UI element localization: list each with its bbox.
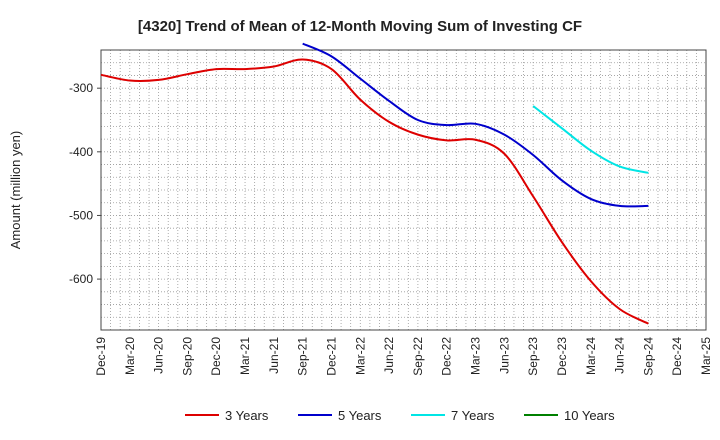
x-tick-label: Sep-22 xyxy=(411,337,425,376)
legend-label: 5 Years xyxy=(338,408,382,423)
x-tick-label: Dec-24 xyxy=(670,337,684,376)
x-tick-label: Jun-23 xyxy=(497,337,511,374)
series-lines xyxy=(100,42,649,325)
x-tick-label: Mar-21 xyxy=(238,337,252,375)
y-axis-label: Amount (million yen) xyxy=(8,131,23,250)
x-tick-label: Sep-23 xyxy=(526,337,540,376)
x-tick-label: Mar-22 xyxy=(353,337,367,375)
x-tick-label: Jun-24 xyxy=(613,337,627,374)
series-line-7-years xyxy=(532,105,649,174)
series-line-3-years xyxy=(100,58,649,325)
x-tick-label: Jun-22 xyxy=(382,337,396,374)
x-tick-label: Jun-20 xyxy=(152,337,166,374)
x-tick-label: Dec-22 xyxy=(440,337,454,376)
x-tick-label: Mar-25 xyxy=(699,337,713,375)
legend-label: 7 Years xyxy=(451,408,495,423)
legend-label: 10 Years xyxy=(564,408,615,423)
x-tick-label: Dec-19 xyxy=(94,337,108,376)
grid-lines xyxy=(101,50,706,330)
chart-title: [4320] Trend of Mean of 12-Month Moving … xyxy=(138,18,582,35)
x-tick-label: Dec-20 xyxy=(209,337,223,376)
y-tick-label: -500 xyxy=(69,208,93,222)
y-tick-label: -600 xyxy=(69,272,93,286)
y-axis: -300 -400 -500 -600 xyxy=(69,81,101,286)
y-tick-label: -400 xyxy=(69,145,93,159)
legend-label: 3 Years xyxy=(225,408,269,423)
x-tick-label: Mar-24 xyxy=(584,337,598,375)
x-tick-label: Sep-20 xyxy=(180,337,194,376)
series-line-5-years xyxy=(302,42,649,208)
x-tick-label: Dec-21 xyxy=(324,337,338,376)
x-tick-label: Mar-23 xyxy=(469,337,483,375)
y-tick-label: -300 xyxy=(69,81,93,95)
x-tick-label: Dec-23 xyxy=(555,337,569,376)
x-tick-label: Sep-24 xyxy=(641,337,655,376)
legend: 3 Years 5 Years 7 Years 10 Years xyxy=(185,408,615,423)
x-axis: Dec-19 Mar-20 Jun-20 Sep-20 Dec-20 Mar-21 Jun-… xyxy=(94,337,713,376)
plot-area xyxy=(100,49,707,331)
x-tick-label: Jun-21 xyxy=(267,337,281,374)
x-tick-label: Mar-20 xyxy=(123,337,137,375)
x-tick-label: Sep-21 xyxy=(296,337,310,376)
